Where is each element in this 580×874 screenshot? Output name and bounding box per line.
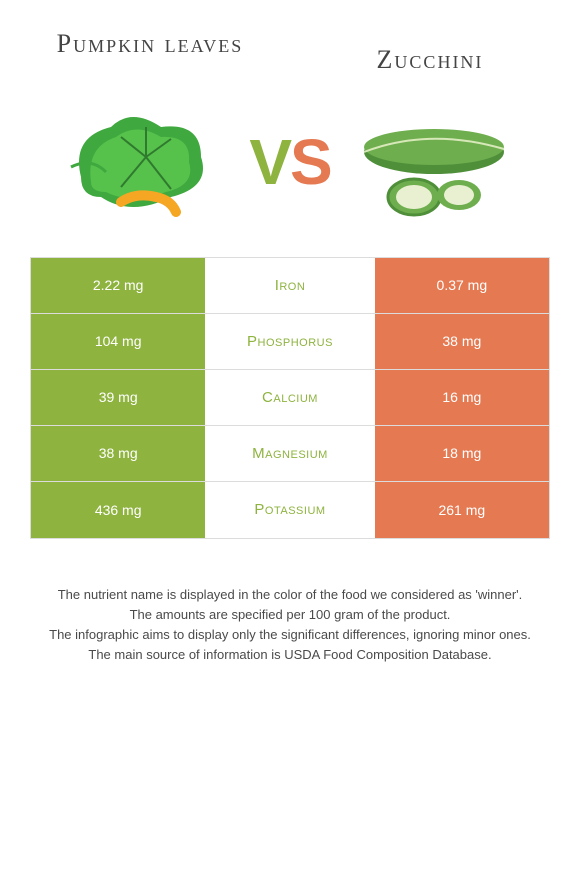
table-row: 436 mgPotassium261 mg [31, 482, 549, 538]
vs-label: VS [249, 125, 330, 199]
title-left: Pumpkin leaves [50, 28, 250, 61]
nutrient-label: Magnesium [205, 426, 374, 481]
value-right: 38 mg [375, 314, 549, 369]
value-right: 0.37 mg [375, 258, 549, 313]
header-right: Zucchini [330, 44, 530, 77]
value-left: 38 mg [31, 426, 205, 481]
nutrient-label: Phosphorus [205, 314, 374, 369]
value-left: 39 mg [31, 370, 205, 425]
nutrient-label: Calcium [205, 370, 374, 425]
nutrient-table: 2.22 mgIron0.37 mg104 mgPhosphorus38 mg3… [30, 257, 550, 539]
table-row: 39 mgCalcium16 mg [31, 370, 549, 426]
vs-v: V [249, 126, 290, 198]
vs-s: S [290, 126, 331, 198]
footer: The nutrient name is displayed in the co… [20, 585, 560, 666]
header: Pumpkin leaves Zucchini [0, 0, 580, 77]
zucchini-image [349, 97, 519, 227]
table-row: 104 mgPhosphorus38 mg [31, 314, 549, 370]
footer-line-1: The nutrient name is displayed in the co… [20, 585, 560, 605]
vs-row: VS [0, 97, 580, 257]
footer-line-2: The amounts are specified per 100 gram o… [20, 605, 560, 625]
value-right: 16 mg [375, 370, 549, 425]
value-left: 104 mg [31, 314, 205, 369]
nutrient-label: Potassium [205, 482, 374, 538]
footer-line-3: The infographic aims to display only the… [20, 625, 560, 645]
value-right: 261 mg [375, 482, 549, 538]
table-row: 38 mgMagnesium18 mg [31, 426, 549, 482]
nutrient-label: Iron [205, 258, 374, 313]
value-right: 18 mg [375, 426, 549, 481]
value-left: 436 mg [31, 482, 205, 538]
table-row: 2.22 mgIron0.37 mg [31, 258, 549, 314]
value-left: 2.22 mg [31, 258, 205, 313]
pumpkin-leaves-image [61, 97, 231, 227]
title-right: Zucchini [330, 44, 530, 77]
footer-line-4: The main source of information is USDA F… [20, 645, 560, 665]
header-left: Pumpkin leaves [50, 28, 250, 61]
